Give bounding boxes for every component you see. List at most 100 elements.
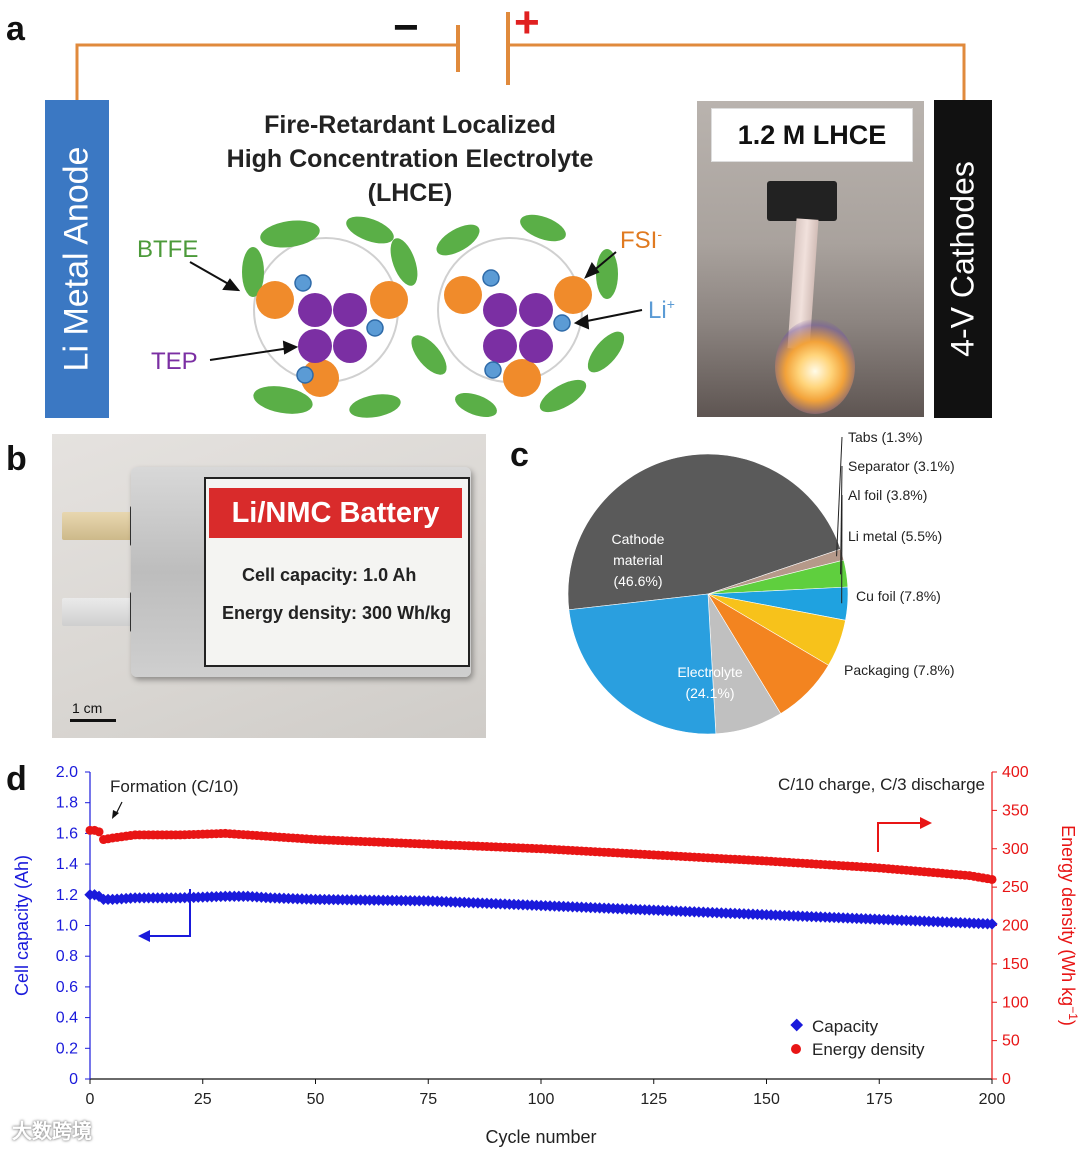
chart-legend: Capacity Energy density xyxy=(790,1017,925,1059)
fsi-text: FSI xyxy=(620,227,658,254)
title-line-1: Fire-Retardant Localized xyxy=(264,111,556,139)
x-tick-label: 100 xyxy=(528,1091,555,1108)
x-tick-label: 200 xyxy=(979,1091,1006,1108)
pie-outside-label-packaging: Packaging (7.8%) xyxy=(844,662,955,678)
y-right-tick-label: 250 xyxy=(1002,879,1029,896)
capacity-axis-arrowhead xyxy=(138,930,150,942)
pie-slice-electrolyte xyxy=(568,593,717,735)
pie-chart: Cathode material (46.6%) Electrolyte (24.1%)… xyxy=(567,429,955,735)
pie-leader-separator xyxy=(840,465,843,575)
tab-negative xyxy=(62,598,142,626)
x-tick-label: 175 xyxy=(866,1091,893,1108)
title-line-2: High Concentration Electrolyte xyxy=(226,145,594,173)
pie-outside-label-separator: Separator (3.1%) xyxy=(848,458,955,474)
legend-energy-label: Energy density xyxy=(812,1040,925,1059)
y-right-tick-label: 0 xyxy=(1002,1071,1011,1088)
lhce-title: Fire-Retardant Localized High Concentrat… xyxy=(160,108,660,210)
plus-sign: + xyxy=(514,0,540,47)
li-text: Li xyxy=(648,297,667,324)
y-left-tick-label: 1.4 xyxy=(56,856,78,873)
scale-bar-label: 1 cm xyxy=(72,700,103,716)
tep-molecules xyxy=(298,293,553,363)
energy-axis-arrow xyxy=(877,822,922,852)
pie-label-cathode-2: material xyxy=(613,552,663,568)
y-left-axis-title: Cell capacity (Ah) xyxy=(12,855,32,996)
legend-energy-marker xyxy=(791,1044,801,1054)
pie-outside-label-cu-foil: Cu foil (7.8%) xyxy=(856,588,941,604)
x-tick-label: 125 xyxy=(640,1091,667,1108)
panel-label-b: b xyxy=(6,440,27,478)
legend-capacity-marker xyxy=(790,1018,804,1032)
minus-sign: − xyxy=(393,3,419,52)
pie-label-cathode-1: Cathode xyxy=(612,531,665,547)
x-tick-label: 25 xyxy=(194,1091,212,1108)
capacity-axis-arrow xyxy=(148,889,191,937)
panel-label-c: c xyxy=(510,436,529,474)
x-axis-title: Cycle number xyxy=(485,1127,596,1147)
pie-value-electrolyte: (24.1%) xyxy=(685,685,734,701)
btfe-label: BTFE xyxy=(137,236,199,263)
panel-label-a: a xyxy=(6,10,25,48)
series-energy-density xyxy=(85,825,997,884)
series-capacity xyxy=(84,889,998,930)
battery-title: Li/NMC Battery xyxy=(209,488,462,538)
x-tick-label: 50 xyxy=(307,1091,325,1108)
y-left-tick-label: 1.0 xyxy=(56,918,78,935)
y-left-tick-label: 0.6 xyxy=(56,979,78,996)
y-right-axis-title: Energy density (Wh kg−1) xyxy=(1058,825,1080,1026)
y-right-tick-label: 50 xyxy=(1002,1033,1020,1050)
fsi-sup: - xyxy=(657,226,663,242)
flame-glow xyxy=(775,319,855,414)
cell-capacity-text: Cell capacity: 1.0 Ah xyxy=(242,565,417,585)
energy-point xyxy=(987,874,997,884)
pie-leader-tabs xyxy=(836,436,843,557)
y-right-tick-label: 100 xyxy=(1002,994,1029,1011)
li-ions xyxy=(294,269,571,384)
fsi-label: FSI- xyxy=(620,226,662,255)
lhce-photo-label: 1.2 M LHCE xyxy=(711,108,913,162)
y-left-tick-label: 2.0 xyxy=(56,764,78,781)
energy-axis-arrowhead xyxy=(920,817,932,829)
anode-wire xyxy=(75,43,458,100)
y-left-tick-label: 1.2 xyxy=(56,887,78,904)
capacity-point xyxy=(986,918,998,930)
x-tick-label: 0 xyxy=(86,1091,95,1108)
li-sup: + xyxy=(666,296,675,312)
watermark: 大数跨境 xyxy=(12,1121,92,1143)
y-left-tick-label: 0.2 xyxy=(56,1040,78,1057)
x-tick-label: 150 xyxy=(753,1091,780,1108)
cycling-chart: 0 25 50 75 100 125 150 175 200 0 0.2 0.4 0.6 0.8 1.0 1.… xyxy=(12,764,1080,1147)
panel-a-diagram xyxy=(75,12,966,418)
y-right-tick-label: 300 xyxy=(1002,841,1029,858)
clip-shape xyxy=(767,181,837,221)
formation-arrowhead xyxy=(112,810,119,819)
y-right-tick-label: 200 xyxy=(1002,918,1029,935)
pie-outside-label-al-foil: Al foil (3.8%) xyxy=(848,487,927,503)
cathode-label: 4-V Cathodes xyxy=(944,161,981,357)
tep-label: TEP xyxy=(151,348,198,375)
pie-value-cathode: (46.6%) xyxy=(613,573,662,589)
scale-bar xyxy=(70,719,116,722)
title-line-3: (LHCE) xyxy=(367,179,453,207)
y-right-tick-label: 150 xyxy=(1002,956,1029,973)
y-left-tick-label: 0.8 xyxy=(56,948,78,965)
y-left-tick-label: 0.4 xyxy=(56,1010,78,1027)
pie-outside-label-li-metal: Li metal (5.5%) xyxy=(848,528,942,544)
energy-point xyxy=(94,827,104,837)
btfe-molecules xyxy=(242,214,625,418)
x-tick-label: 75 xyxy=(419,1091,437,1108)
pie-slice-cathode-material xyxy=(567,453,841,611)
y-left-tick-label: 1.8 xyxy=(56,795,78,812)
fsi-anions xyxy=(256,276,592,397)
cathode-block: 4-V Cathodes xyxy=(934,100,992,418)
y-right-tick-label: 350 xyxy=(1002,802,1029,819)
li-label: Li+ xyxy=(648,296,675,325)
anode-block: Li Metal Anode xyxy=(45,100,109,418)
anode-label: Li Metal Anode xyxy=(57,146,96,372)
formation-annotation: Formation (C/10) xyxy=(110,777,238,796)
pie-label-electrolyte: Electrolyte xyxy=(677,664,743,680)
pie-outside-label-tabs: Tabs (1.3%) xyxy=(848,429,923,445)
cathode-wire xyxy=(508,43,966,100)
panel-label-d: d xyxy=(6,760,27,798)
tab-positive xyxy=(62,512,142,540)
